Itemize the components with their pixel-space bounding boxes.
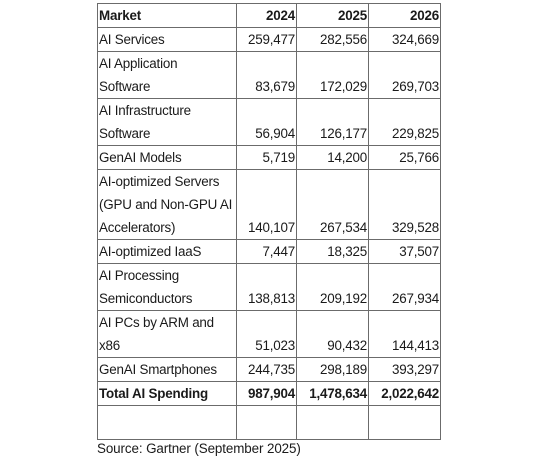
value-2026: 324,669 xyxy=(368,27,441,52)
market-name-line: Accelerators) xyxy=(99,220,176,235)
empty-cell xyxy=(236,405,297,440)
table-row: AI Infrastructure Software 56,904 126,177 22… xyxy=(97,98,441,146)
empty-row xyxy=(97,405,441,440)
header-row: Market 2024 2025 2026 xyxy=(97,3,441,28)
value-2024: 244,735 xyxy=(236,357,297,382)
empty-cell xyxy=(368,405,441,440)
value-2026: 37,507 xyxy=(368,239,441,264)
header-2025: 2025 xyxy=(296,3,369,28)
value-2024: 83,679 xyxy=(236,51,297,99)
value-2026: 267,934 xyxy=(368,263,441,311)
market-name-line: Semiconductors xyxy=(99,291,193,306)
market-name: AI Infrastructure Software xyxy=(97,98,237,146)
value-2025: 298,189 xyxy=(296,357,369,382)
table-row: GenAI Models 5,719 14,200 25,766 xyxy=(97,145,441,170)
market-name-line: GenAI Models xyxy=(99,150,182,165)
empty-cell xyxy=(296,405,369,440)
market-name-line: AI Infrastructure xyxy=(99,103,191,118)
market-name: AI-optimized IaaS xyxy=(97,239,237,264)
market-name: GenAI Smartphones xyxy=(97,357,237,382)
table-body: AI Services 259,477 282,556 324,669 AI Appli… xyxy=(97,27,441,440)
table-row: AI-optimized Servers (GPU and Non-GPU AI A… xyxy=(97,169,441,240)
value-2025: 282,556 xyxy=(296,27,369,52)
empty-cell xyxy=(97,405,237,440)
value-2025: 90,432 xyxy=(296,310,369,358)
total-value-2025: 1,478,634 xyxy=(296,381,369,406)
value-2024: 51,023 xyxy=(236,310,297,358)
value-2025: 209,192 xyxy=(296,263,369,311)
total-value-2026: 2,022,642 xyxy=(368,381,441,406)
table-row: AI Application Software 83,679 172,029 269,7… xyxy=(97,51,441,99)
market-name-line: AI-optimized Servers xyxy=(99,174,220,189)
market-name-line: Software xyxy=(99,79,151,94)
table-row: AI Services 259,477 282,556 324,669 xyxy=(97,27,441,52)
market-name-line: AI-optimized IaaS xyxy=(99,244,202,259)
header-market: Market xyxy=(97,3,237,28)
value-2024: 7,447 xyxy=(236,239,297,264)
market-name-line: AI Services xyxy=(99,32,165,47)
value-2025: 18,325 xyxy=(296,239,369,264)
value-2026: 229,825 xyxy=(368,98,441,146)
spending-table-container: Market 2024 2025 2026 AI Services 259,477… xyxy=(97,3,441,440)
value-2026: 25,766 xyxy=(368,145,441,170)
market-name-line: GenAI Smartphones xyxy=(99,362,217,377)
market-name: AI PCs by ARM and x86 xyxy=(97,310,237,358)
value-2026: 269,703 xyxy=(368,51,441,99)
value-2026: 393,297 xyxy=(368,357,441,382)
table-row: GenAI Smartphones 244,735 298,189 393,297 xyxy=(97,357,441,382)
ai-spending-table: Market 2024 2025 2026 AI Services 259,477… xyxy=(97,3,441,440)
value-2026: 144,413 xyxy=(368,310,441,358)
value-2024: 140,107 xyxy=(236,169,297,240)
market-name-line: x86 xyxy=(99,338,120,353)
market-name-line: AI Processing xyxy=(99,268,180,283)
table-row: AI PCs by ARM and x86 51,023 90,432 144,413 xyxy=(97,310,441,358)
value-2026: 329,528 xyxy=(368,169,441,240)
header-2024: 2024 xyxy=(236,3,297,28)
value-2025: 14,200 xyxy=(296,145,369,170)
source-note: Source: Gartner (September 2025) xyxy=(97,441,301,456)
market-name: AI-optimized Servers (GPU and Non-GPU AI A… xyxy=(97,169,237,240)
value-2025: 172,029 xyxy=(296,51,369,99)
value-2025: 126,177 xyxy=(296,98,369,146)
table-row: AI-optimized IaaS 7,447 18,325 37,507 xyxy=(97,239,441,264)
total-row: Total AI Spending 987,904 1,478,634 2,022,6… xyxy=(97,381,441,406)
value-2024: 138,813 xyxy=(236,263,297,311)
value-2024: 5,719 xyxy=(236,145,297,170)
table-row: AI Processing Semiconductors 138,813 209,19… xyxy=(97,263,441,311)
value-2024: 56,904 xyxy=(236,98,297,146)
market-name: AI Processing Semiconductors xyxy=(97,263,237,311)
value-2025: 267,534 xyxy=(296,169,369,240)
market-name: AI Services xyxy=(97,27,237,52)
total-value-2024: 987,904 xyxy=(236,381,297,406)
market-name: GenAI Models xyxy=(97,145,237,170)
market-name-line: (GPU and Non-GPU AI xyxy=(99,197,233,212)
market-name: AI Application Software xyxy=(97,51,237,99)
market-name-line: Software xyxy=(99,126,151,141)
market-name-line: AI PCs by ARM and xyxy=(99,315,214,330)
value-2024: 259,477 xyxy=(236,27,297,52)
market-name-line: AI Application xyxy=(99,56,178,71)
total-label: Total AI Spending xyxy=(97,381,237,406)
header-2026: 2026 xyxy=(368,3,441,28)
